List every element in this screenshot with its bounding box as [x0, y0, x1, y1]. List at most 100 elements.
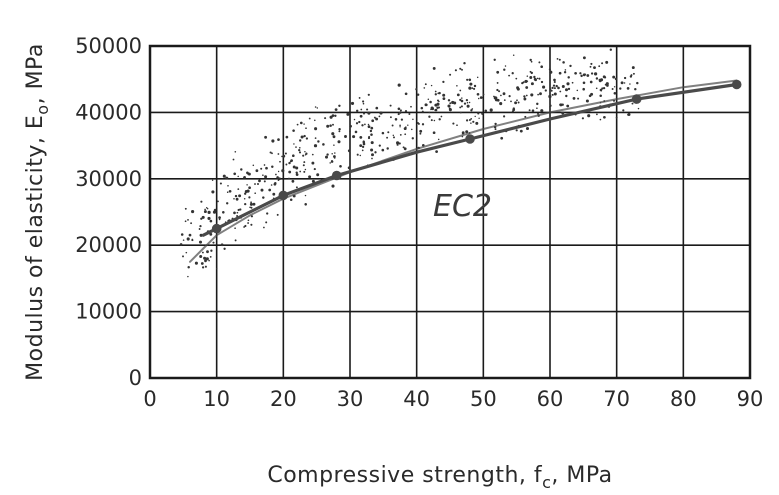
- data-point: [589, 80, 593, 84]
- data-point: [470, 109, 473, 112]
- data-point: [438, 118, 441, 121]
- data-point: [468, 101, 471, 104]
- data-point: [515, 77, 518, 80]
- data-point: [558, 58, 561, 61]
- data-point: [349, 130, 351, 133]
- data-point: [425, 103, 428, 106]
- data-point: [194, 261, 198, 265]
- data-point: [298, 151, 302, 154]
- data-point: [466, 104, 470, 108]
- data-point: [233, 211, 236, 215]
- data-point: [536, 102, 539, 106]
- data-point: [421, 123, 425, 126]
- data-point: [525, 126, 530, 131]
- data-point: [419, 132, 422, 135]
- data-point: [469, 82, 473, 86]
- data-point: [295, 173, 299, 176]
- data-point: [479, 96, 483, 99]
- data-point: [400, 118, 404, 121]
- data-point: [442, 97, 446, 100]
- data-point: [269, 151, 272, 154]
- data-point: [337, 140, 341, 144]
- data-point: [582, 81, 586, 85]
- data-point: [362, 142, 366, 146]
- data-point: [314, 137, 317, 139]
- data-point: [585, 99, 589, 103]
- data-point: [252, 202, 256, 206]
- y-tick-label: 40000: [75, 100, 142, 124]
- data-point: [262, 196, 265, 199]
- data-point: [566, 104, 570, 108]
- data-point: [302, 154, 305, 157]
- data-point: [411, 128, 413, 131]
- data-point: [468, 86, 472, 90]
- data-point: [182, 239, 185, 241]
- data-point: [523, 95, 526, 98]
- data-point: [187, 266, 190, 269]
- data-point: [344, 135, 347, 138]
- data-point: [316, 107, 319, 109]
- x-tick-label: 30: [337, 387, 364, 411]
- data-point: [599, 118, 602, 121]
- data-point: [184, 220, 187, 223]
- data-point: [503, 68, 506, 71]
- data-point: [548, 68, 552, 71]
- data-point: [244, 192, 247, 195]
- data-point: [305, 137, 309, 140]
- data-point: [428, 111, 430, 114]
- data-point: [252, 164, 255, 167]
- data-point: [212, 210, 217, 214]
- data-point: [471, 87, 474, 89]
- data-point: [540, 109, 544, 113]
- data-point: [475, 121, 479, 125]
- data-point: [233, 198, 235, 200]
- data-point: [438, 100, 440, 103]
- data-point: [279, 160, 281, 163]
- data-point: [358, 96, 361, 99]
- data-point: [316, 173, 320, 177]
- data-point: [268, 188, 272, 192]
- data-point: [308, 117, 311, 120]
- data-point: [459, 106, 462, 109]
- data-point: [599, 88, 603, 92]
- data-point: [496, 70, 500, 74]
- data-point: [615, 116, 618, 119]
- data-point: [494, 128, 497, 131]
- data-point: [243, 176, 245, 179]
- x-tick-labels: 0 10 20 30 40 50 60 70 80 90: [143, 387, 763, 411]
- data-point: [326, 153, 329, 156]
- data-point: [206, 207, 209, 210]
- data-point: [232, 158, 235, 161]
- data-point: [299, 170, 302, 173]
- data-point: [511, 72, 514, 75]
- data-point: [265, 221, 268, 224]
- data-point: [313, 144, 318, 148]
- data-point: [187, 275, 189, 278]
- data-point: [459, 67, 462, 70]
- data-point: [277, 138, 280, 141]
- data-point: [204, 208, 206, 211]
- data-point: [244, 189, 248, 194]
- data-point: [367, 111, 371, 115]
- data-point: [332, 135, 336, 139]
- data-point: [304, 194, 307, 197]
- data-point: [272, 192, 276, 196]
- data-point: [198, 228, 201, 230]
- data-point: [606, 84, 609, 87]
- data-point: [220, 243, 224, 247]
- data-point: [516, 86, 520, 90]
- data-point: [493, 58, 496, 61]
- data-point: [551, 86, 554, 90]
- data-point: [303, 170, 306, 173]
- data-point: [549, 106, 551, 108]
- data-point: [368, 135, 371, 138]
- data-point: [247, 219, 250, 222]
- curve-marker: [278, 190, 289, 201]
- data-points: [179, 48, 640, 278]
- data-point: [254, 183, 256, 185]
- data-point: [360, 115, 363, 118]
- data-point: [204, 265, 207, 268]
- data-point: [542, 85, 546, 89]
- data-point: [538, 77, 541, 80]
- data-point: [496, 88, 499, 92]
